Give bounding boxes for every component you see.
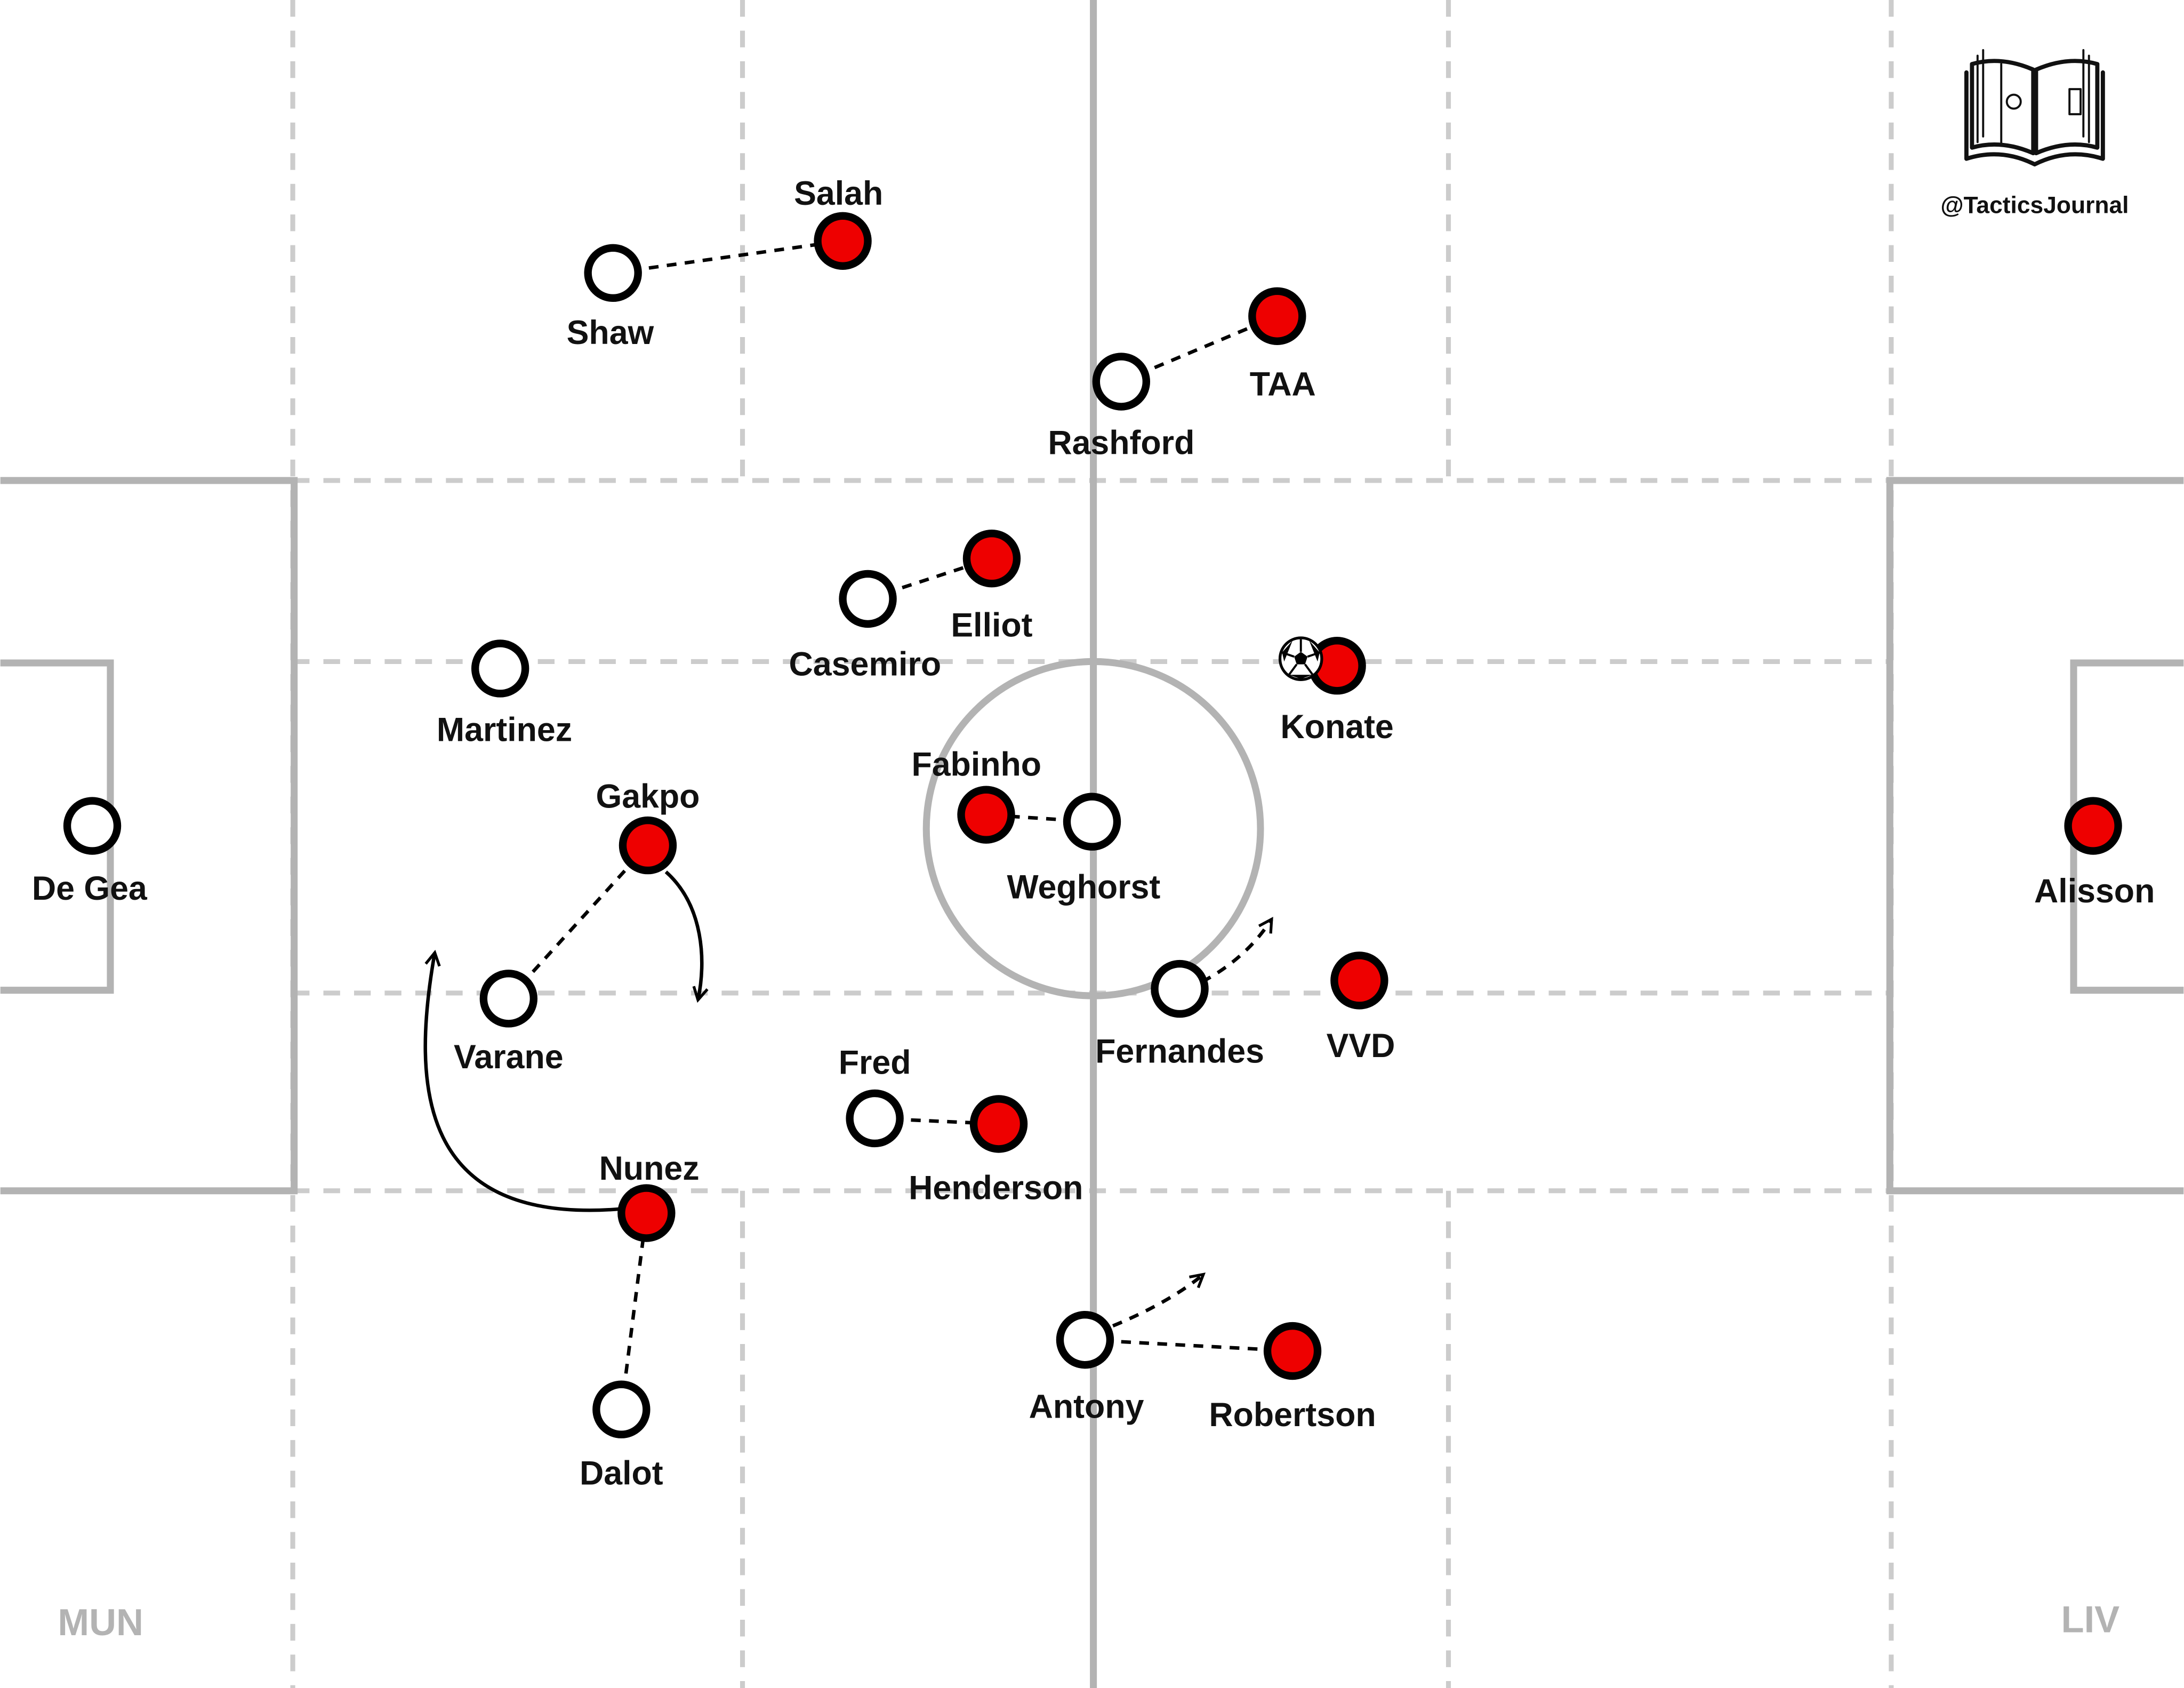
player-elliot: Elliot [951, 529, 1033, 644]
player-label: Fabinho [911, 746, 1041, 783]
player-marker [962, 529, 1021, 588]
marking-link [507, 844, 649, 1000]
player-rashford: Rashford [1048, 353, 1194, 461]
player-shaw: Shaw [567, 244, 654, 351]
team-code-right: LIV [2061, 1598, 2120, 1641]
antony-run-arrow [1112, 1274, 1203, 1328]
player-robertson: Robertson [1209, 1322, 1376, 1434]
player-label: Robertson [1209, 1396, 1376, 1434]
player-henderson: Henderson [909, 1095, 1083, 1206]
player-label: Henderson [909, 1169, 1083, 1206]
player-marker [1263, 1322, 1322, 1380]
team-code-left: MUN [58, 1601, 143, 1643]
player-fabinho: Fabinho [911, 746, 1041, 844]
tactics-book-icon [1964, 49, 2105, 167]
player-marker [969, 1095, 1028, 1153]
gakpo-run-arrow [664, 870, 702, 1000]
player-label: Weghorst [1007, 868, 1160, 906]
nunez-run-arrow [423, 953, 622, 1212]
player-label: Fernandes [1095, 1033, 1264, 1070]
player-marker [479, 970, 538, 1028]
player-marker [2064, 797, 2122, 855]
player-label: Rashford [1048, 424, 1194, 461]
player-marker [1330, 951, 1388, 1010]
credit-handle: @TacticsJournal [1940, 193, 2129, 219]
player-marker [63, 797, 122, 855]
centre-circle [922, 658, 1264, 999]
player-label: Elliot [951, 606, 1032, 644]
player-taa: TAA [1248, 287, 1316, 403]
player-fred: Fred [839, 1044, 911, 1148]
player-antony: Antony [1029, 1310, 1144, 1425]
player-marker [1056, 1310, 1114, 1369]
player-nunez: Nunez [599, 1150, 700, 1242]
player-marker [814, 212, 872, 270]
player-varane: Varane [454, 970, 564, 1076]
player-martinez: Martinez [437, 639, 572, 748]
player-marker [617, 1184, 676, 1242]
player-marker [619, 816, 677, 875]
player-label: VVD [1327, 1027, 1395, 1065]
player-label: De Gea [32, 870, 148, 907]
player-marker [1151, 959, 1209, 1018]
right-penalty-box [1886, 477, 2184, 1195]
football-icon [1278, 636, 1323, 681]
player-marker [957, 786, 1015, 844]
player-label: Martinez [437, 711, 572, 748]
liv-players: Salah TAA Elliot Kon [596, 175, 2155, 1434]
player-fernandes: Fernandes [1095, 959, 1264, 1070]
marking-link [620, 1213, 648, 1410]
player-marker [592, 1380, 651, 1438]
player-konate: Konate [1278, 636, 1394, 746]
player-salah: Salah [794, 175, 883, 270]
player-label: Nunez [599, 1150, 700, 1187]
player-marker [471, 639, 529, 698]
mun-players: De Gea Shaw Rashford Casemiro Martinez W… [32, 244, 1264, 1492]
player-marker [584, 244, 642, 302]
player-marker [1092, 353, 1151, 411]
player-gakpo: Gakpo [596, 778, 700, 875]
player-label: Salah [794, 175, 883, 212]
marking-link [1085, 1338, 1293, 1353]
player-label: Fred [839, 1044, 911, 1081]
marking-links [507, 239, 1293, 1410]
player-marker [1063, 793, 1121, 851]
player-casemiro: Casemiro [789, 570, 942, 683]
player-label: Dalot [580, 1455, 663, 1492]
player-dalot: Dalot [580, 1380, 663, 1492]
marking-link [613, 239, 844, 275]
player-label: Varane [454, 1038, 564, 1076]
player-label: Alisson [2034, 873, 2155, 910]
player-label: Antony [1029, 1388, 1144, 1425]
player-vvd: VVD [1327, 951, 1395, 1065]
player-label: Gakpo [596, 778, 700, 815]
movement-arrows [423, 870, 1272, 1328]
player-marker [839, 570, 897, 628]
left-penalty-box [0, 477, 298, 1195]
player-label: Konate [1280, 708, 1393, 746]
player-weghorst: Weghorst [1007, 793, 1160, 906]
player-label: TAA [1250, 366, 1316, 403]
player-de-gea: De Gea [32, 797, 148, 907]
player-alisson: Alisson [2034, 797, 2155, 910]
player-label: Casemiro [789, 646, 942, 683]
player-marker [846, 1089, 904, 1148]
player-marker [1248, 287, 1306, 345]
player-label: Shaw [567, 314, 654, 351]
